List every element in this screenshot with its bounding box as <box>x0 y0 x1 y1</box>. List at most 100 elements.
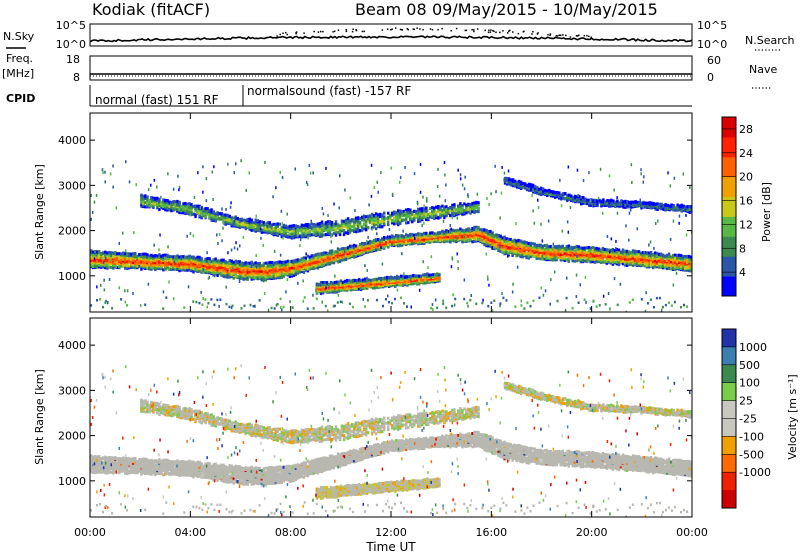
power-cell <box>212 215 215 219</box>
power-cell <box>324 263 328 267</box>
power-cell <box>423 242 426 245</box>
power-cell <box>94 265 97 269</box>
power-cell <box>172 255 175 259</box>
power-cell <box>565 257 569 261</box>
power-cell <box>288 259 292 263</box>
power-cell <box>114 251 117 254</box>
power-cell <box>188 207 191 211</box>
power-cell <box>174 203 177 206</box>
power-cell <box>236 260 239 264</box>
power-cell <box>160 256 163 260</box>
power-cell <box>669 260 673 264</box>
power-cell <box>411 236 414 240</box>
power-cell <box>198 208 201 212</box>
power-cell <box>663 260 667 264</box>
power-cell <box>158 204 161 208</box>
power-cell <box>469 228 472 232</box>
power-cell <box>246 218 249 221</box>
power-cell <box>270 269 274 273</box>
power-cell <box>386 277 389 281</box>
power-cell <box>675 266 679 269</box>
power-cell <box>288 275 292 278</box>
power-cell <box>312 266 316 270</box>
power-cell <box>467 227 470 231</box>
nsearch-dot <box>381 29 384 31</box>
power-cell <box>381 246 384 250</box>
power-cell <box>102 256 105 260</box>
power-cell <box>631 252 635 256</box>
power-cell <box>445 235 448 239</box>
power-cell <box>331 289 335 293</box>
power-cell <box>406 281 409 285</box>
power-cell <box>481 228 484 232</box>
power-cell <box>651 263 655 267</box>
power-cell <box>102 265 105 269</box>
power-cell <box>150 195 153 199</box>
power-cell <box>559 250 563 254</box>
power-cell <box>202 259 205 263</box>
power-cell <box>435 234 438 238</box>
power-cell <box>665 263 669 267</box>
power-cell <box>457 234 460 238</box>
power-cell <box>425 231 428 235</box>
power-cell <box>190 210 193 214</box>
power-cell <box>519 239 522 243</box>
power-cell <box>170 200 173 204</box>
power-cell <box>507 241 510 244</box>
power-cell <box>186 264 189 268</box>
power-cell <box>194 264 197 268</box>
power-cell <box>671 266 675 269</box>
power-cell <box>188 212 191 216</box>
power-cell <box>431 239 434 243</box>
power-cell <box>363 286 367 290</box>
power-cell <box>122 264 125 268</box>
power-cell <box>617 263 621 267</box>
power-cell <box>250 269 253 273</box>
power-cell <box>573 252 577 256</box>
power-cell <box>154 254 157 258</box>
power-cell <box>208 268 211 272</box>
nave-label: Nave <box>749 63 777 76</box>
power-cell <box>417 236 420 240</box>
power-cell <box>112 262 115 266</box>
power-cell <box>136 261 139 265</box>
power-cell <box>184 202 187 205</box>
power-cell <box>188 204 191 208</box>
power-cell <box>246 277 249 281</box>
power-cell <box>661 258 665 262</box>
power-cell <box>579 255 583 259</box>
power-cell <box>208 257 211 261</box>
power-cell <box>174 263 177 267</box>
power-cell <box>682 260 685 264</box>
power-cell <box>680 256 683 260</box>
power-cell <box>471 240 474 244</box>
power-cell <box>485 243 488 246</box>
power-cell <box>172 257 175 260</box>
power-cell <box>182 205 185 209</box>
power-cell <box>463 239 466 243</box>
nsearch-dot <box>441 27 443 30</box>
power-cell <box>232 276 235 280</box>
power-cell <box>218 212 221 216</box>
power-cell <box>505 237 508 241</box>
power-cell <box>671 255 675 259</box>
power-cell <box>130 266 133 269</box>
power-cell <box>657 265 661 269</box>
power-cell <box>479 231 482 235</box>
power-cell <box>342 247 346 250</box>
power-cell <box>521 245 524 249</box>
power-cell <box>483 243 486 247</box>
power-cell <box>318 261 322 265</box>
power-cell <box>98 258 101 262</box>
power-cell <box>678 253 681 257</box>
power-cell <box>214 212 217 216</box>
power-cell <box>280 263 284 267</box>
power-cell <box>136 254 139 258</box>
power-cell <box>539 251 542 255</box>
power-cell <box>419 236 422 240</box>
power-cell <box>246 268 249 272</box>
power-cell <box>682 268 685 272</box>
power-cell <box>409 235 412 239</box>
power-cell <box>94 258 97 262</box>
power-cell <box>270 272 274 276</box>
